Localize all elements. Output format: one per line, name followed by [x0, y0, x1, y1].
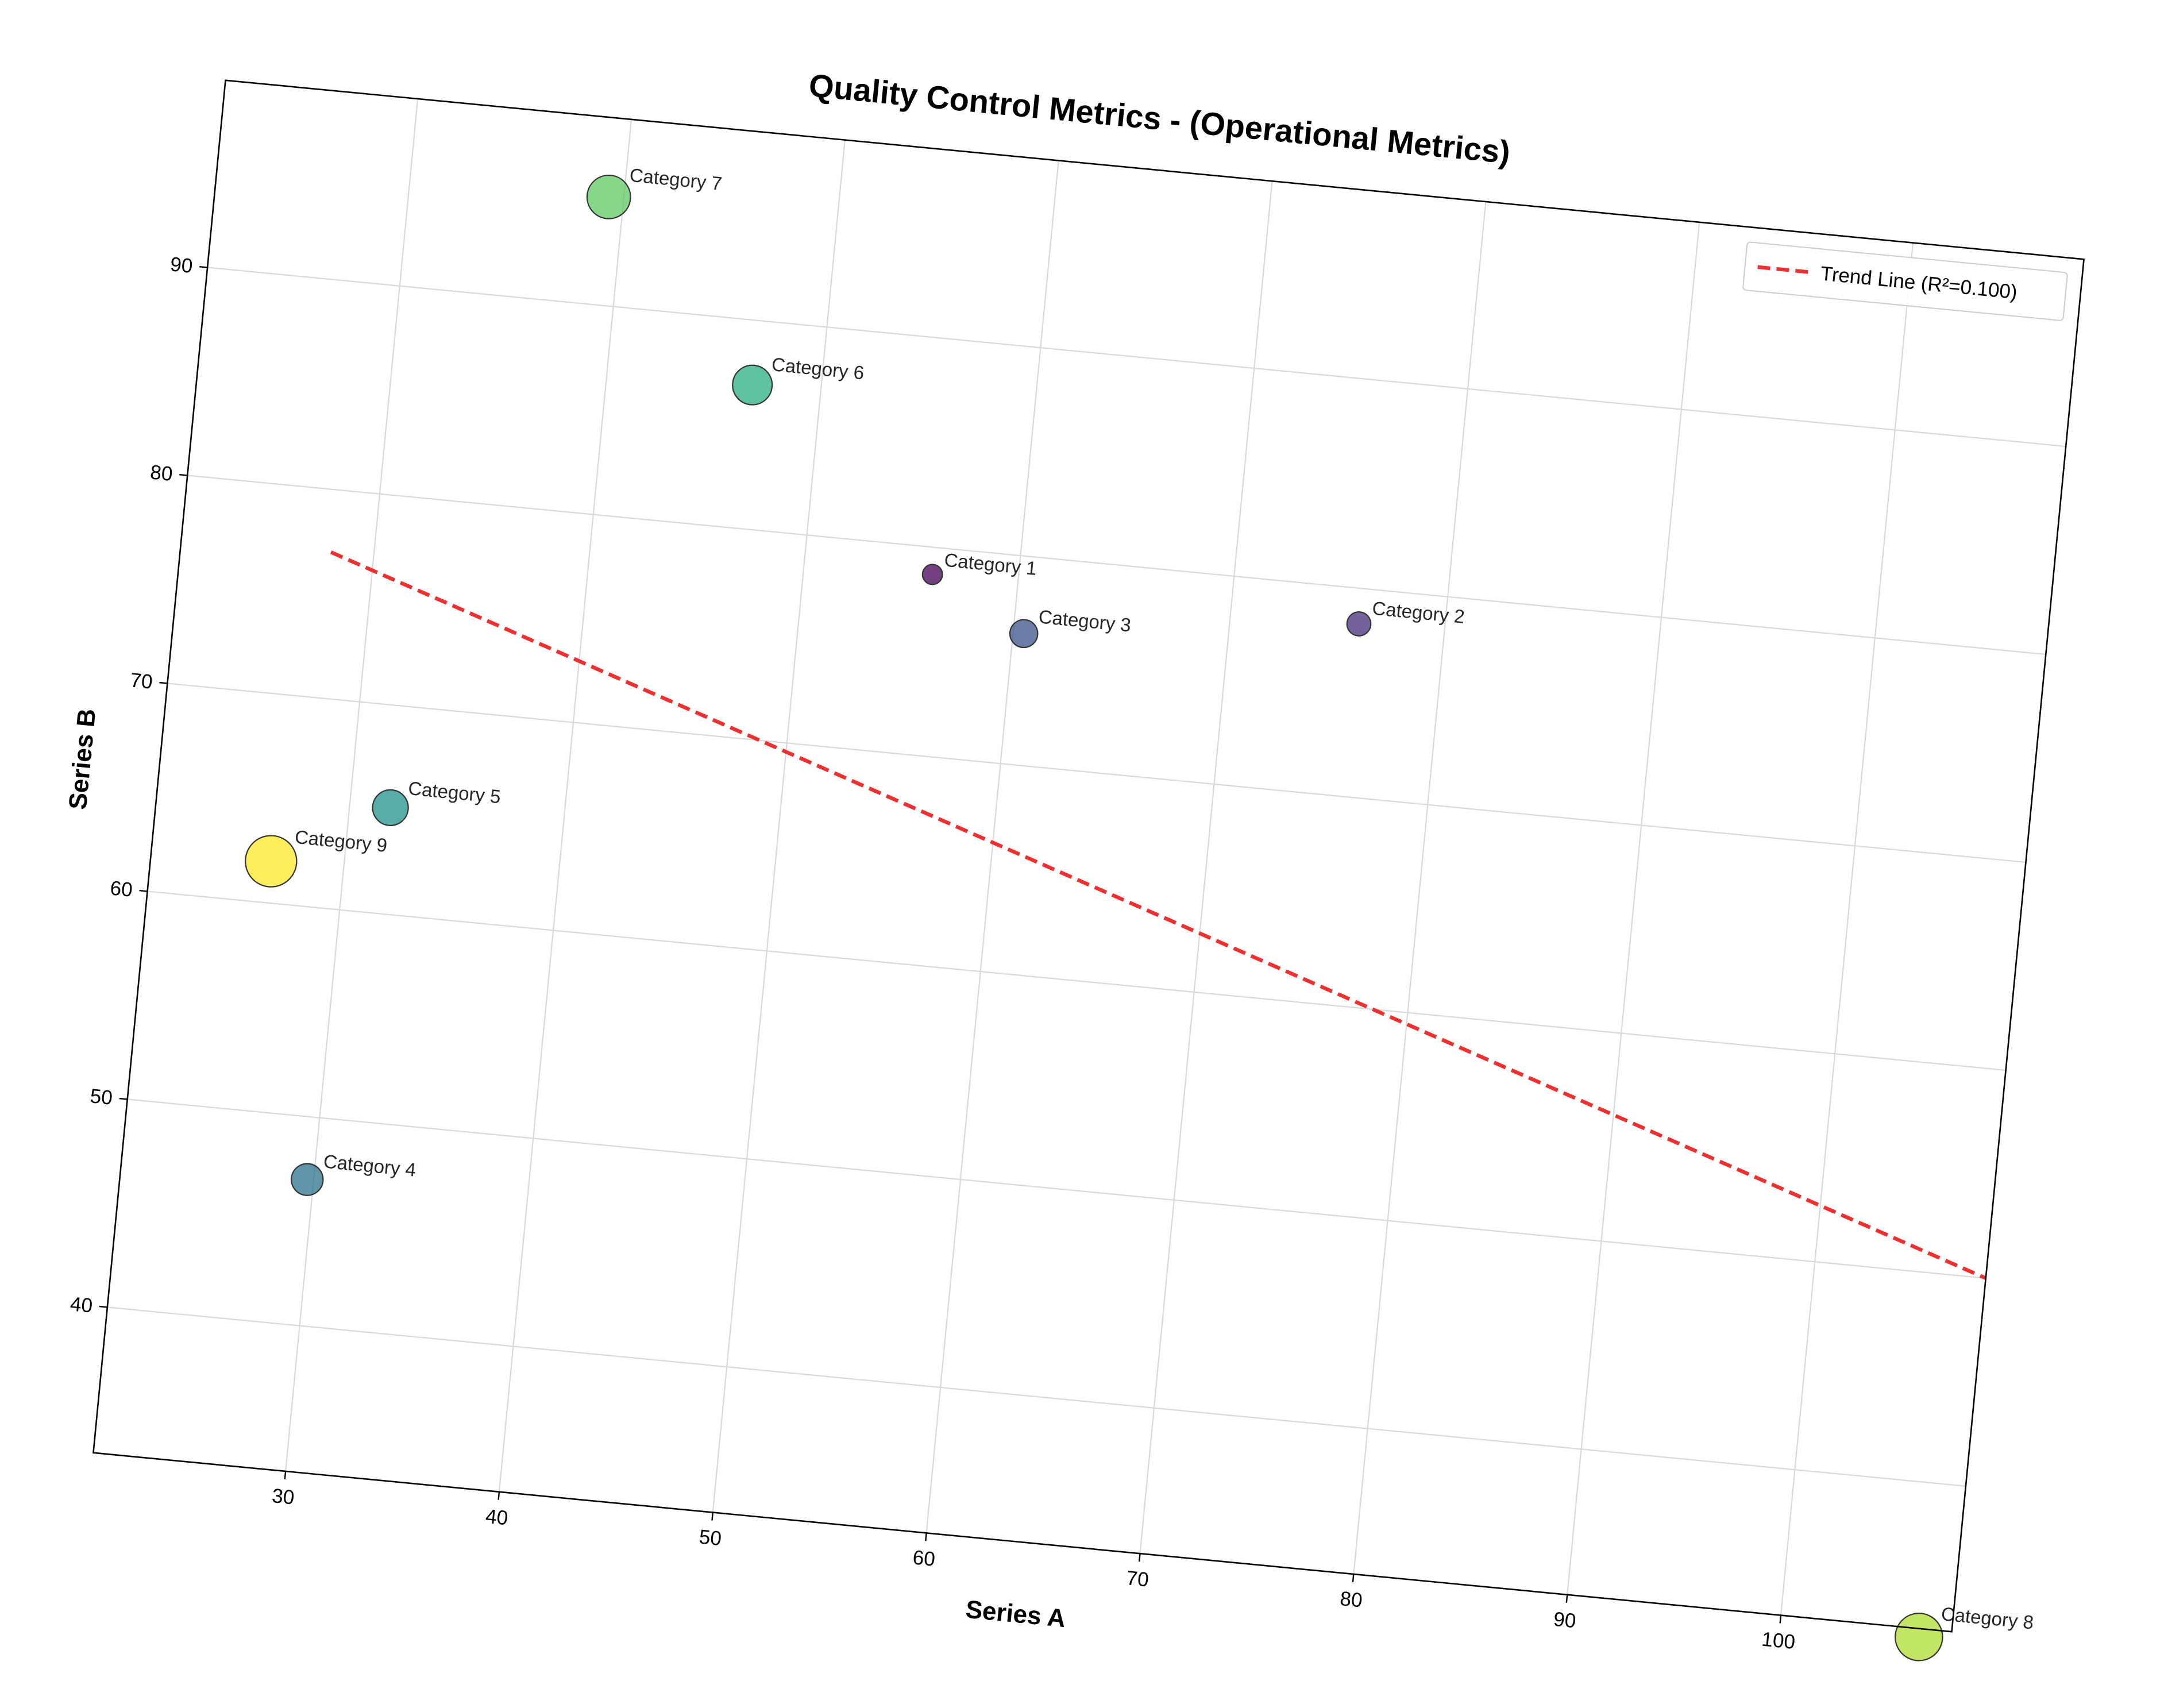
y-tick-mark: [139, 889, 148, 892]
legend-trend-swatch: [1757, 265, 1810, 274]
data-point: [372, 789, 409, 826]
data-point: [586, 174, 631, 219]
x-tick-label: 80: [1339, 1587, 1363, 1612]
y-tick-label: 40: [69, 1293, 93, 1317]
x-grid-line: [498, 119, 632, 1492]
data-point: [732, 364, 773, 406]
axes-frame: [92, 79, 2085, 1633]
data-point: [1346, 611, 1372, 637]
trend-layer: [330, 550, 1987, 1280]
y-grid-line: [187, 475, 2046, 656]
x-tick-mark: [1138, 1553, 1141, 1562]
x-tick-label: 30: [271, 1485, 295, 1509]
data-point: [921, 564, 943, 585]
point-label: Category 2: [1371, 597, 1465, 627]
x-tick-mark: [1779, 1615, 1782, 1624]
y-tick-label: 80: [149, 461, 173, 485]
x-tick-label: 90: [1553, 1608, 1577, 1633]
point-label: Category 9: [294, 826, 388, 856]
y-grid-line: [207, 267, 2066, 448]
axis-ticks: 30 40 50 60 70 80 90 100 40 50 60 70 80 90: [69, 253, 1796, 1653]
point-label: Category 7: [628, 164, 723, 194]
x-grid-line: [1780, 242, 1914, 1616]
data-point: [1895, 1613, 1943, 1661]
point-label: Category 3: [1037, 606, 1132, 635]
data-point: [245, 835, 298, 888]
y-tick-label: 70: [129, 669, 153, 693]
data-point: [291, 1163, 324, 1196]
chart-title: Quality Control Metrics - (Operational M…: [807, 67, 1511, 170]
plot-frame: [92, 79, 2085, 1633]
x-tick-mark: [284, 1471, 287, 1480]
x-tick-label: 40: [484, 1505, 508, 1530]
y-grid-line: [167, 683, 2026, 863]
x-tick-label: 60: [912, 1546, 936, 1571]
grid: [107, 98, 2066, 1616]
y-grid-line: [127, 1098, 1986, 1279]
y-grid-line: [107, 1306, 1966, 1487]
x-grid-line: [1353, 201, 1487, 1575]
plot-area: Category 1 Category 2 Category 3 Category 4…: [64, 79, 2085, 1661]
data-points: [245, 174, 1943, 1661]
x-grid-line: [1567, 222, 1700, 1595]
data-point: [1009, 619, 1039, 649]
x-axis-title: Series A: [965, 1595, 1067, 1633]
x-grid-line: [285, 98, 419, 1472]
y-axis-title: Series B: [64, 707, 102, 811]
point-label: Category 6: [771, 353, 865, 383]
x-tick-label: 70: [1125, 1567, 1149, 1591]
x-grid-line: [925, 160, 1059, 1533]
point-label: Category 1: [943, 549, 1037, 579]
y-tick-label: 60: [109, 877, 133, 901]
y-tick-label: 90: [169, 253, 194, 277]
point-labels: Category 1 Category 2 Category 3 Category 4…: [294, 164, 2035, 1633]
y-tick-mark: [119, 1097, 128, 1100]
legend: Trend Line (R²=0.100): [1742, 241, 2068, 321]
x-tick-mark: [925, 1533, 927, 1541]
y-grid-line: [147, 890, 2006, 1071]
y-tick-label: 50: [89, 1085, 113, 1109]
legend-box: [1742, 241, 2068, 321]
x-grid-line: [1139, 181, 1273, 1554]
x-tick-label: 50: [698, 1526, 722, 1551]
x-tick-label: 100: [1761, 1628, 1796, 1653]
point-label: Category 5: [407, 777, 502, 807]
y-tick-mark: [99, 1305, 107, 1308]
trend-line: [330, 550, 1987, 1280]
x-grid-line: [712, 140, 846, 1513]
point-label: Category 4: [323, 1150, 417, 1180]
